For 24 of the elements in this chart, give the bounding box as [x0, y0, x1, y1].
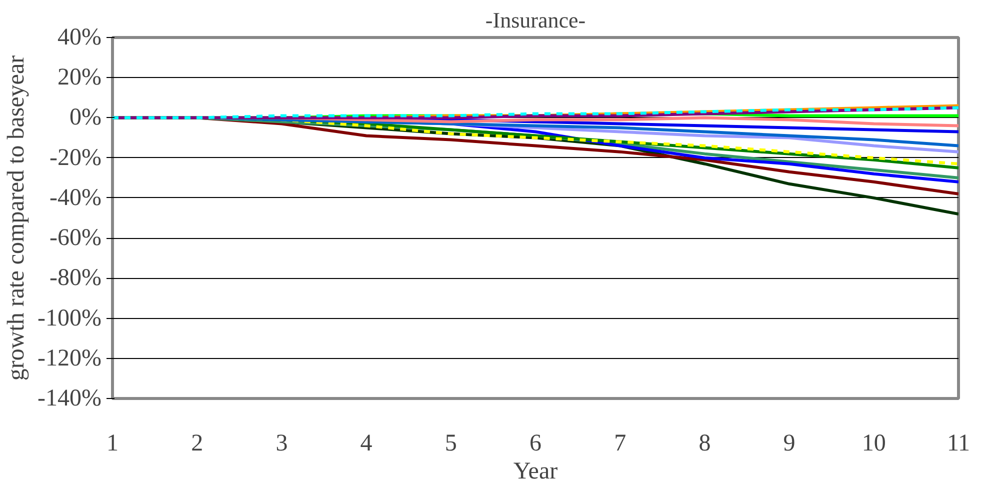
y-tick-label: -80%	[50, 265, 102, 292]
y-tick-label: -140%	[38, 386, 102, 412]
x-tick-label: 7	[614, 430, 626, 456]
y-tick-label: -20%	[50, 144, 102, 171]
x-tick-label: 5	[444, 430, 457, 456]
y-tick-label: -40%	[50, 184, 102, 211]
y-tick-label: 20%	[58, 64, 102, 91]
y-axis-title: growth rate compared to baseyear	[4, 55, 30, 381]
x-tick-label: 9	[783, 430, 796, 456]
x-tick-label: 10	[862, 430, 886, 456]
x-tick-label: 2	[191, 430, 204, 456]
y-tick-label: 0%	[70, 104, 102, 131]
x-tick-label: 3	[276, 430, 288, 456]
chart-title: -Insurance-	[485, 8, 586, 32]
y-tick-label: -60%	[50, 225, 102, 252]
x-tick-label: 1	[106, 430, 118, 456]
x-tick-label: 8	[698, 430, 711, 456]
y-tick-label: 40%	[58, 24, 102, 50]
y-tick-label: -100%	[38, 305, 102, 332]
y-tick-label: -120%	[38, 345, 102, 372]
x-tick-label: 6	[530, 430, 542, 456]
x-tick-label: 4	[360, 430, 372, 456]
x-axis-title: Year	[513, 458, 558, 484]
x-tick-label: 11	[946, 430, 970, 456]
